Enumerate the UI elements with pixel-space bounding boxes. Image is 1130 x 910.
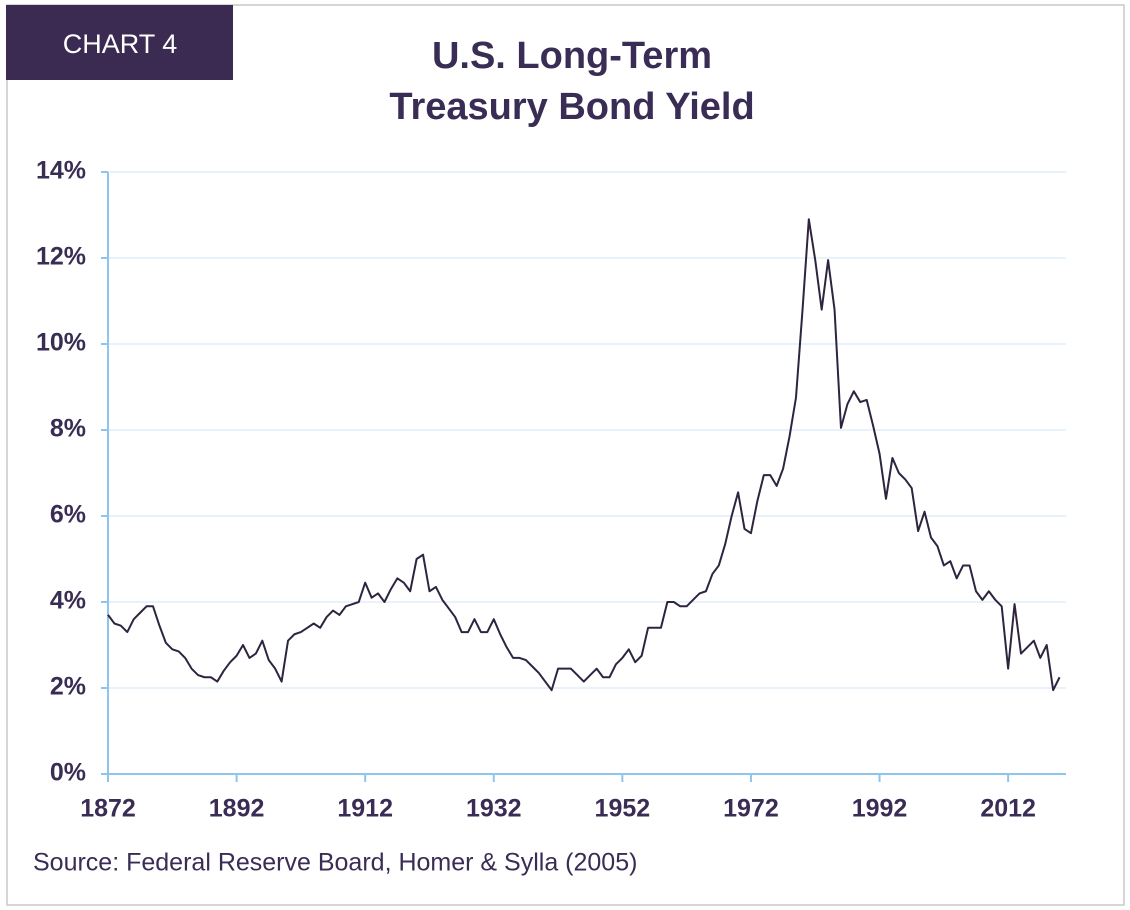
x-tick-label: 1872 (80, 795, 136, 823)
frame (6, 4, 1125, 906)
x-tick-label: 1892 (209, 795, 265, 823)
y-tick-label: 0% (50, 759, 86, 787)
x-tick-label: 1952 (595, 795, 651, 823)
y-tick-label: 12% (36, 243, 86, 271)
y-tick-label: 6% (50, 501, 86, 529)
x-tick-label: 1972 (723, 795, 779, 823)
chart-title: U.S. Long-Term (432, 35, 712, 77)
y-tick-label: 10% (36, 329, 86, 357)
x-tick-label: 2012 (980, 795, 1036, 823)
source: Source: Federal Reserve Board, Homer & S… (33, 849, 637, 877)
y-tick-label: 14% (36, 157, 86, 185)
x-tick-label: 1912 (337, 795, 393, 823)
x-tick-label: 1932 (466, 795, 522, 823)
badge-box (6, 5, 233, 80)
chart-title: Treasury Bond Yield (389, 86, 754, 128)
y-tick-label: 8% (50, 415, 86, 443)
y-tick-label: 2% (50, 673, 86, 701)
y-tick-label: 4% (50, 587, 86, 615)
badge: CHART 4 (63, 29, 178, 59)
x-tick-label: 1992 (852, 795, 908, 823)
line (107, 218, 1061, 692)
